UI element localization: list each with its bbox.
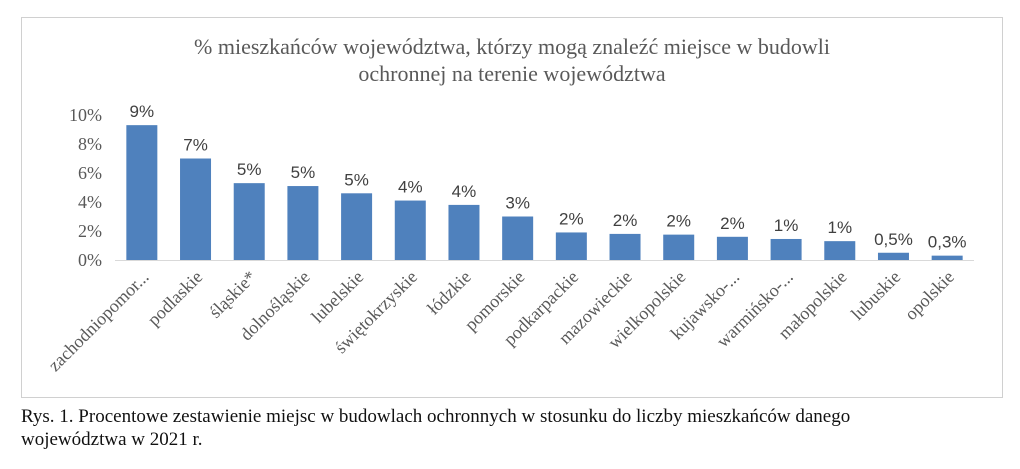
data-label: 2% (613, 211, 638, 230)
bar (287, 186, 319, 260)
data-label: 5% (344, 170, 369, 189)
bar (663, 234, 695, 260)
data-label: 2% (559, 209, 584, 228)
data-label: 5% (237, 160, 262, 179)
data-label: 3% (505, 194, 530, 213)
figure-caption: Rys. 1. Procentowe zestawienie miejsc w … (21, 405, 1001, 451)
data-label: 4% (452, 182, 477, 201)
category-label: lubuskie (847, 267, 904, 324)
category-label: opolskie (901, 267, 958, 324)
bar (233, 183, 265, 260)
caption-line-2: województwa w 2021 r. (21, 429, 203, 450)
y-tick-label: 2% (78, 221, 102, 241)
category-label: łódzkie (423, 267, 475, 319)
data-label: 1% (827, 218, 852, 237)
y-tick-label: 0% (78, 250, 102, 270)
data-label: 7% (183, 136, 208, 155)
plot-area: 0% 2% 4% 6% 8% 10% 9% zachodniopomor... 7% podlas… (44, 102, 974, 375)
bar (877, 252, 909, 260)
bar (609, 233, 641, 260)
bar (448, 204, 480, 260)
y-tick-label: 4% (78, 192, 102, 212)
y-tick-label: 6% (78, 163, 102, 183)
bar (341, 193, 373, 260)
data-label: 5% (291, 163, 316, 182)
bar (555, 232, 587, 260)
bar (716, 236, 748, 260)
data-label: 4% (398, 178, 423, 197)
bar (502, 216, 534, 260)
category-label: zachodniopomor... (44, 267, 153, 376)
category-label: podlaskie (143, 267, 206, 330)
bar (931, 255, 963, 260)
data-label: 9% (130, 102, 155, 121)
bar (180, 158, 212, 260)
data-label: 0,3% (928, 233, 967, 252)
data-label: 2% (720, 214, 745, 233)
y-tick-label: 8% (78, 134, 102, 154)
y-tick-label: 10% (69, 105, 102, 125)
bar (126, 125, 158, 261)
data-label: 2% (666, 212, 691, 231)
caption-line-1: Rys. 1. Procentowe zestawienie miejsc w … (21, 406, 851, 427)
bar (824, 241, 856, 260)
chart-title-line-2: ochronnej na terenie województwa (358, 61, 665, 86)
bar-chart: % mieszkańców województwa, którzy mogą z… (44, 34, 974, 375)
bar (770, 238, 802, 260)
chart-frame: % mieszkańców województwa, którzy mogą z… (21, 17, 1003, 398)
chart-title-line-1: % mieszkańców województwa, którzy mogą z… (194, 34, 830, 59)
data-label: 1% (774, 216, 799, 235)
bar (394, 200, 426, 260)
data-label: 0,5% (874, 230, 913, 249)
